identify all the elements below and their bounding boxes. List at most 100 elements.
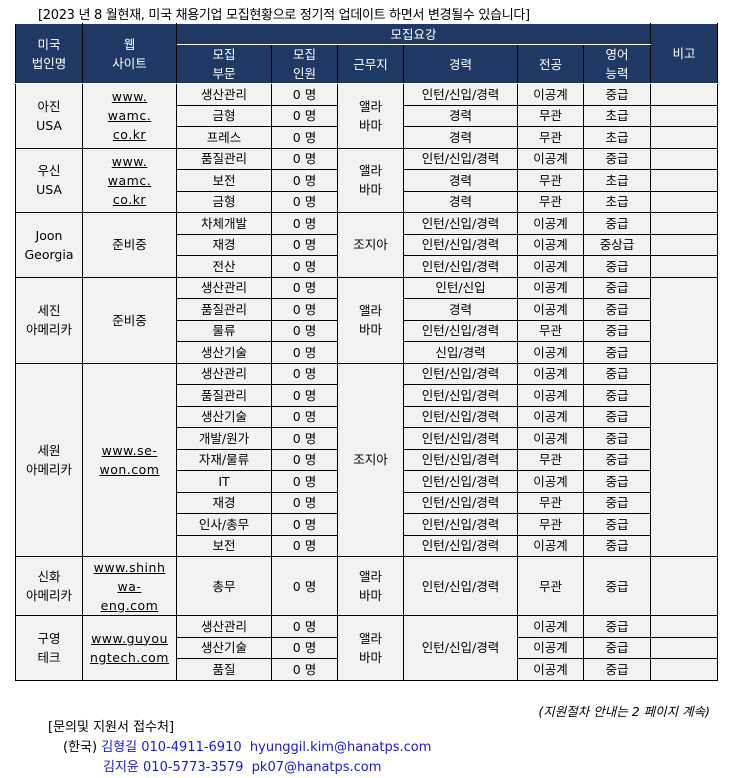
major-cell: 이공계: [517, 470, 584, 493]
english-cell: 중급: [582, 147, 652, 170]
experience-cell: 인턴/신입/경력: [403, 615, 518, 681]
company-website[interactable]: www.guyou ngtech.com: [82, 615, 177, 681]
experience-cell: 경력: [403, 298, 518, 321]
english-cell: 초급: [582, 169, 652, 192]
remarks-cell: [650, 104, 719, 127]
major-cell: 이공계: [517, 658, 584, 681]
english-cell: 중급: [582, 615, 652, 638]
major-cell: 이공계: [517, 276, 584, 299]
count-cell: 0 명: [271, 534, 338, 557]
header-requirements: 모집요강: [175, 23, 652, 45]
remarks-cell: [650, 362, 719, 557]
major-cell: 이공계: [517, 615, 584, 638]
company-website[interactable]: www.shinh wa-eng.com: [82, 556, 177, 616]
major-cell: 무관: [517, 319, 584, 342]
major-cell: 무관: [517, 169, 584, 192]
dept-cell: 금형: [176, 104, 272, 127]
english-cell: 중급: [582, 427, 652, 450]
company-website: 준비중: [82, 276, 177, 364]
experience-cell: 경력: [403, 190, 518, 213]
major-cell: 이공계: [517, 233, 584, 256]
table-row: 신화 아메리카 www.shinh wa-eng.com 총무 0 명 앨라 바마 인턴/신입/…: [15, 556, 719, 616]
email-link[interactable]: pk07@hanatps.com: [251, 760, 382, 775]
experience-cell: 인턴/신입/경력: [403, 147, 518, 170]
count-cell: 0 명: [271, 427, 338, 450]
table-row: 전산 0 명 인턴/신입/경력 이공계 중급: [16, 255, 719, 278]
table-row: IT 0 명 인턴/신입/경력 이공계 중급: [16, 470, 718, 493]
experience-cell: 인턴/신입: [403, 276, 518, 299]
major-cell: 이공계: [517, 255, 584, 278]
contact-section: [문의및 지원서 접수처] (한국) 김형길 010-4911-6910 hyu…: [48, 718, 431, 778]
dept-cell: 물류: [176, 319, 272, 342]
experience-cell: 신입/경력: [403, 341, 518, 364]
table-row: 품질관리 0 명 인턴/신입/경력 이공계 중급: [16, 384, 718, 407]
dept-cell: 생산관리: [176, 362, 272, 385]
table-row: 생산기술 0 명 이공계 중급: [16, 636, 719, 659]
dept-cell: 재경: [176, 491, 272, 514]
count-cell: 0 명: [271, 658, 338, 681]
table-row: 보전 0 명 경력 무관 초급: [16, 169, 719, 192]
english-cell: 중급: [582, 405, 652, 428]
company-name: 아진 USA: [15, 83, 83, 149]
count-cell: 0 명: [271, 615, 338, 638]
remarks-cell: [650, 147, 719, 170]
major-cell: 무관: [517, 448, 584, 471]
experience-cell: 인턴/신입/경력: [403, 470, 518, 493]
remarks-cell: [650, 190, 719, 213]
count-cell: 0 명: [271, 212, 338, 235]
english-cell: 중급: [582, 276, 652, 299]
location-cell: 조지아: [337, 212, 404, 278]
header-experience: 경력: [403, 44, 518, 84]
english-cell: 중급: [582, 534, 652, 557]
major-cell: 무관: [517, 491, 584, 514]
english-cell: 중급: [582, 319, 652, 342]
table-row: 아진 USA www. wamc. co.kr 생산관리 0 명 앨라 바마 인턴/신입/경력 이공…: [15, 83, 719, 149]
english-cell: 중급: [582, 448, 652, 471]
english-cell: 중급: [582, 298, 652, 321]
email-link[interactable]: hyunggil.kim@hanatps.com: [249, 740, 432, 755]
header-english: 영어 능력: [582, 44, 652, 84]
count-cell: 0 명: [271, 384, 338, 407]
remarks-cell: [650, 83, 719, 106]
english-cell: 중급: [582, 513, 652, 536]
recruitment-table: 미국 법인명 웹 사이트 모집요강 비고 모집 부문 모집 인원 근무지 경력 전공 영…: [15, 23, 719, 681]
company-website: 준비중: [82, 212, 177, 278]
dept-cell: 생산기술: [176, 636, 272, 659]
dept-cell: 품질관리: [176, 147, 272, 170]
company-website[interactable]: www. wamc. co.kr: [82, 147, 177, 213]
company-website[interactable]: www.se-won.com: [82, 362, 177, 557]
experience-cell: 경력: [403, 169, 518, 192]
experience-cell: 인턴/신입/경력: [403, 362, 518, 385]
count-cell: 0 명: [271, 169, 338, 192]
english-cell: 초급: [582, 104, 652, 127]
contact-line: (한국) 김형길 010-4911-6910 hyunggil.kim@hana…: [63, 740, 432, 755]
company-website[interactable]: www. wamc. co.kr: [82, 83, 177, 149]
dept-cell: 재경: [176, 233, 272, 256]
count-cell: 0 명: [271, 513, 338, 536]
table-row: 물류 0 명 인턴/신입/경력 무관 중급: [16, 319, 718, 342]
experience-cell: 인턴/신입/경력: [403, 319, 518, 342]
experience-cell: 경력: [403, 104, 518, 127]
major-cell: 무관: [517, 513, 584, 536]
table-row: 개발/원가 0 명 인턴/신입/경력 이공계 중급: [16, 427, 718, 450]
location-cell: 앨라 바마: [337, 147, 404, 213]
table-row: 품질 0 명 이공계 중급: [16, 658, 719, 681]
count-cell: 0 명: [271, 405, 338, 428]
english-cell: 중급: [582, 83, 652, 106]
table-row: 보전 0 명 인턴/신입/경력 이공계 중급: [16, 534, 718, 557]
major-cell: 이공계: [517, 341, 584, 364]
dept-cell: 품질관리: [176, 298, 272, 321]
location-cell: 앨라 바마: [337, 615, 404, 681]
location-cell: 앨라 바마: [337, 556, 404, 616]
dept-cell: 보전: [176, 534, 272, 557]
english-cell: 중급: [582, 362, 652, 385]
table-row: 세진 아메리카 준비중 생산관리 0 명 앨라 바마 인턴/신입 이공계 중급: [15, 276, 719, 364]
remarks-cell: [650, 169, 719, 192]
experience-cell: 인턴/신입/경력: [403, 448, 518, 471]
count-cell: 0 명: [271, 190, 338, 213]
experience-cell: 인턴/신입/경력: [403, 556, 518, 616]
contact-line: 김지윤 010-5773-3579 pk07@hanatps.com: [103, 760, 382, 775]
document-title: [2023 년 8 월현재, 미국 채용기업 모집현황으로 정기적 업데이트 하…: [38, 8, 530, 23]
major-cell: 이공계: [517, 405, 584, 428]
remarks-cell: [650, 556, 719, 616]
